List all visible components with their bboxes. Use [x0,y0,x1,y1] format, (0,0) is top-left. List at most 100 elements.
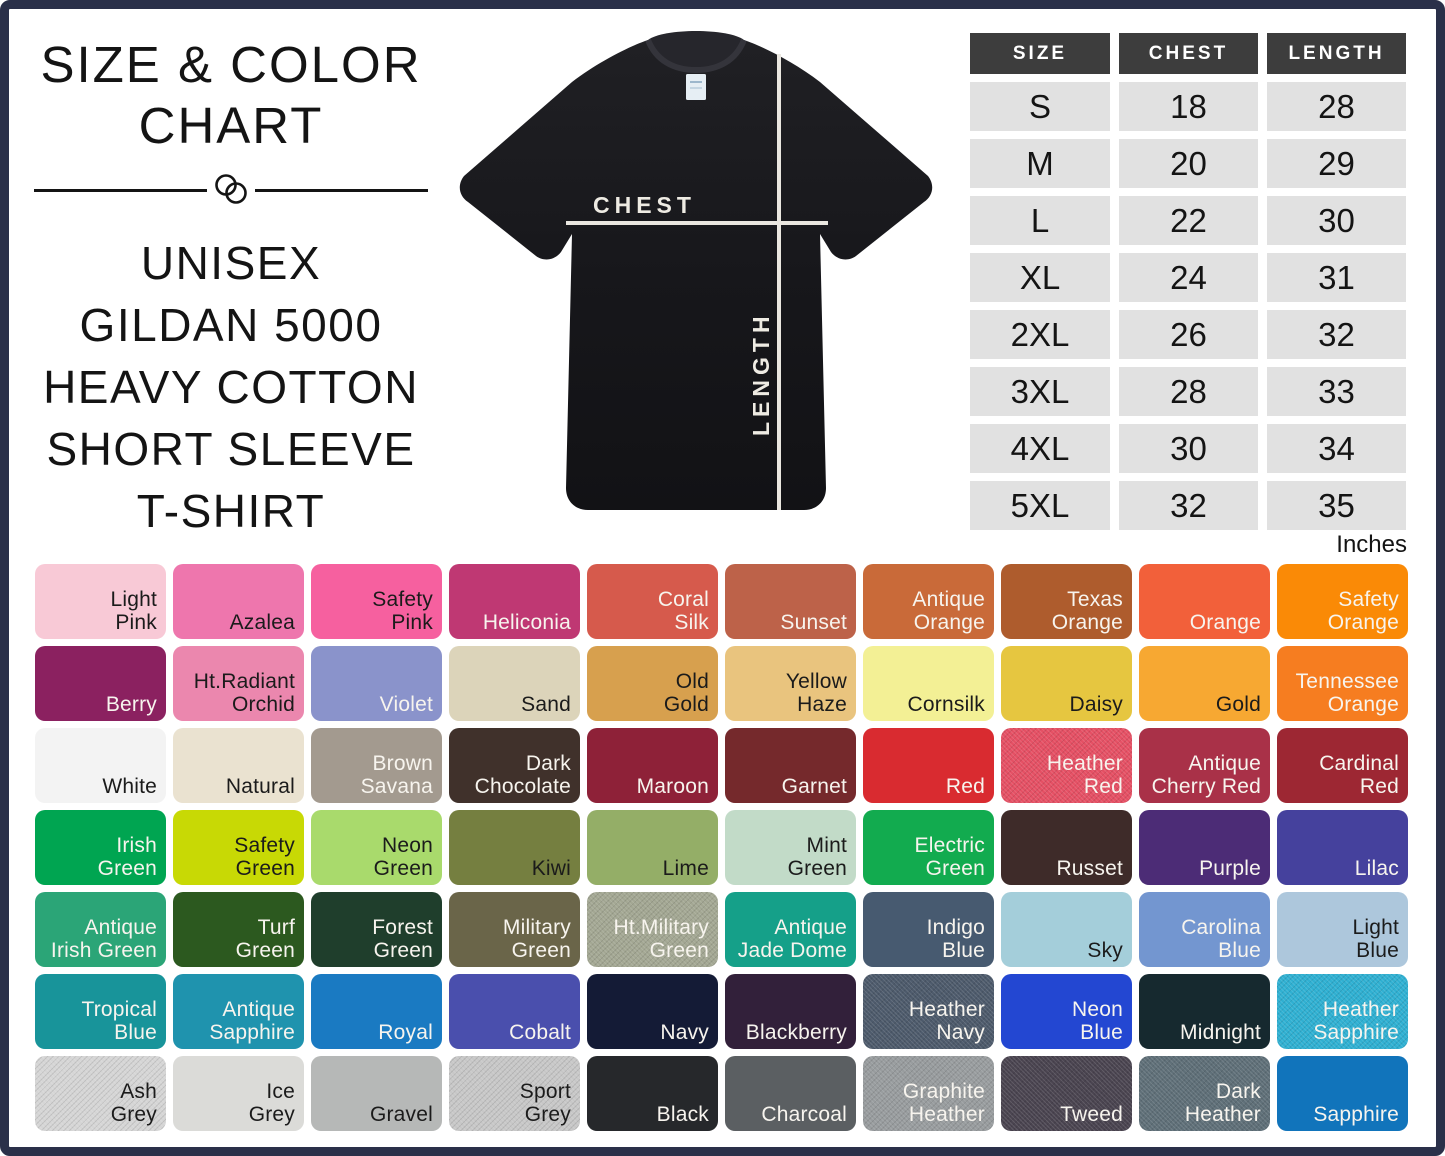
color-swatch-label: Lilac [1354,856,1399,880]
size-table-cell: 4XL [970,424,1110,473]
size-table-cell: 32 [1119,481,1258,530]
color-swatch-label: Ash Grey [110,1079,157,1126]
color-swatch-indigo-blue: Indigo Blue [863,892,994,967]
color-swatch-cobalt: Cobalt [449,974,580,1049]
tshirt-illustration: CHEST LENGTH [459,31,933,510]
color-swatch-electric-green: Electric Green [863,810,994,885]
color-swatch-label: Russet [1056,856,1123,880]
chest-measure-label: CHEST [593,192,696,218]
size-table-cell: 22 [1119,196,1258,245]
color-swatch-heather-sapphire: Heather Sapphire [1277,974,1408,1049]
color-swatch-label: Carolina Blue [1181,915,1261,962]
color-swatch-lime: Lime [587,810,718,885]
color-swatch-label: Gold [1215,692,1261,716]
divider-line-right [255,188,428,192]
color-swatch-label: Charcoal [761,1102,847,1126]
color-swatch-garnet: Garnet [725,728,856,803]
title-divider [34,170,428,210]
color-swatch-label: Sunset [780,610,847,634]
size-table-cell: M [970,139,1110,188]
color-swatch-label: Mint Green [787,833,847,880]
color-swatch-label: Old Gold [663,669,709,716]
color-swatch-carolina-blue: Carolina Blue [1139,892,1270,967]
size-table-cell: 3XL [970,367,1110,416]
color-swatch-forest-green: Forest Green [311,892,442,967]
color-swatch-cornsilk: Cornsilk [863,646,994,721]
tee-body-shape [459,40,933,510]
color-swatch-label: Blackberry [745,1020,847,1044]
color-swatch-label: Coral Silk [657,587,709,634]
color-swatch-kiwi: Kiwi [449,810,580,885]
color-swatch-label: Light Blue [1352,915,1399,962]
color-swatch-label: Indigo Blue [926,915,985,962]
color-swatch-label: Antique Irish Green [50,915,157,962]
size-table-cell: 31 [1267,253,1406,302]
color-swatch-ice-grey: Ice Grey [173,1056,304,1131]
color-swatch-label: Dark Heather [1184,1079,1261,1126]
color-swatch-maroon: Maroon [587,728,718,803]
color-swatch-label: Tweed [1060,1102,1123,1126]
size-table-cell: XL [970,253,1110,302]
color-swatch-violet: Violet [311,646,442,721]
color-swatch-sport-grey: Sport Grey [449,1056,580,1131]
color-swatch-label: Antique Cherry Red [1151,751,1261,798]
color-swatch-midnight: Midnight [1139,974,1270,1049]
color-swatch-antique-irish-green: Antique Irish Green [35,892,166,967]
size-table-cell: S [970,82,1110,131]
size-table-header-size: SIZE [970,33,1110,74]
color-swatch-black: Black [587,1056,718,1131]
color-swatch-label: Light Pink [110,587,157,634]
size-table-cell: 28 [1119,367,1258,416]
color-swatch-label: Royal [378,1020,433,1044]
size-table-cell: 30 [1119,424,1258,473]
page-title-line-2: CHART [138,97,324,155]
color-swatch-label: Garnet [781,774,847,798]
color-swatch-safety-pink: Safety Pink [311,564,442,639]
color-swatch-irish-green: Irish Green [35,810,166,885]
color-swatch-label: Ht.Radiant Orchid [193,669,295,716]
subtitle-line: SHORT SLEEVE [46,423,416,476]
color-swatch-antique-cherry-red: Antique Cherry Red [1139,728,1270,803]
size-table-cell: 29 [1267,139,1406,188]
color-swatch-safety-orange: Safety Orange [1277,564,1408,639]
title-block: SIZE & COLOR CHART UNISEX GILDAN 5000 HEAV… [28,34,434,542]
color-swatch-sapphire: Sapphire [1277,1056,1408,1131]
color-swatch-purple: Purple [1139,810,1270,885]
color-swatch-label: Safety Green [234,833,295,880]
color-swatch-label: Black [656,1102,709,1126]
size-table-cell: 2XL [970,310,1110,359]
color-swatch-azalea: Azalea [173,564,304,639]
color-swatch-old-gold: Old Gold [587,646,718,721]
color-swatch-label: Yellow Haze [785,669,847,716]
color-swatch-mint-green: Mint Green [725,810,856,885]
color-swatch-safety-green: Safety Green [173,810,304,885]
size-table-header-length: LENGTH [1267,33,1406,74]
color-swatch-texas-orange: Texas Orange [1001,564,1132,639]
color-swatch-antique-jade-dome: Antique Jade Dome [725,892,856,967]
color-swatch-cardinal-red: Cardinal Red [1277,728,1408,803]
product-subtitle: UNISEX GILDAN 5000 HEAVY COTTON SHORT SLEEV… [28,232,434,542]
color-swatch-berry: Berry [35,646,166,721]
subtitle-line: UNISEX [140,237,322,290]
color-swatch-sunset: Sunset [725,564,856,639]
subtitle-line: GILDAN 5000 [79,299,383,352]
color-swatch-gravel: Gravel [311,1056,442,1131]
color-swatch-label: Navy [660,1020,709,1044]
color-grid: Light Pink Azalea Safety Pink Heliconia Cora… [35,564,1408,1131]
color-swatch-blackberry: Blackberry [725,974,856,1049]
color-swatch-label: Sport Grey [519,1079,571,1126]
color-swatch-label: Sapphire [1313,1102,1399,1126]
size-table-cell: 35 [1267,481,1406,530]
size-table-cell: 32 [1267,310,1406,359]
size-table-cell: 24 [1119,253,1258,302]
color-swatch-russet: Russet [1001,810,1132,885]
color-swatch-heather-navy: Heather Navy [863,974,994,1049]
color-swatch-label: Ice Grey [248,1079,295,1126]
size-table-cell: 18 [1119,82,1258,131]
color-swatch-neon-green: Neon Green [311,810,442,885]
color-swatch-light-blue: Light Blue [1277,892,1408,967]
unit-note: Inches [1336,531,1407,558]
color-swatch-label: Texas Orange [1051,587,1123,634]
color-swatch-label: Midnight [1180,1020,1261,1044]
color-swatch-label: Berry [105,692,157,716]
